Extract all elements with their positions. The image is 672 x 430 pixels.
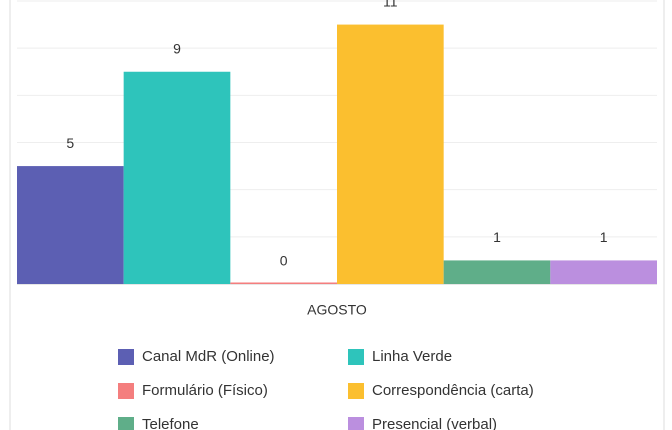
bar: [337, 24, 444, 284]
bar: [443, 260, 551, 284]
bar: [230, 282, 337, 284]
legend-swatch: [348, 383, 364, 399]
data-label: 9: [173, 40, 181, 56]
x-tick-label: AGOSTO: [307, 302, 367, 318]
legend-label: Canal MdR (Online): [142, 348, 275, 365]
legend-label: Correspondência (carta): [372, 382, 534, 399]
data-label: 5: [66, 135, 74, 151]
legend-swatch: [118, 417, 134, 430]
bar: [17, 166, 124, 284]
legend-label: Presencial (verbal): [372, 416, 497, 430]
legend-swatch: [348, 349, 364, 365]
legend-label: Telefone: [142, 416, 199, 430]
legend-swatch: [118, 383, 134, 399]
bar: [550, 260, 657, 284]
legend-label: Formulário (Físico): [142, 382, 268, 399]
data-label: 1: [600, 229, 608, 245]
data-label: 0: [280, 253, 288, 269]
data-label: 11: [383, 0, 398, 9]
bar: [123, 71, 231, 284]
legend-label: Linha Verde: [372, 348, 452, 365]
legend-swatch: [348, 417, 364, 430]
data-label: 1: [493, 229, 501, 245]
legend-swatch: [118, 349, 134, 365]
